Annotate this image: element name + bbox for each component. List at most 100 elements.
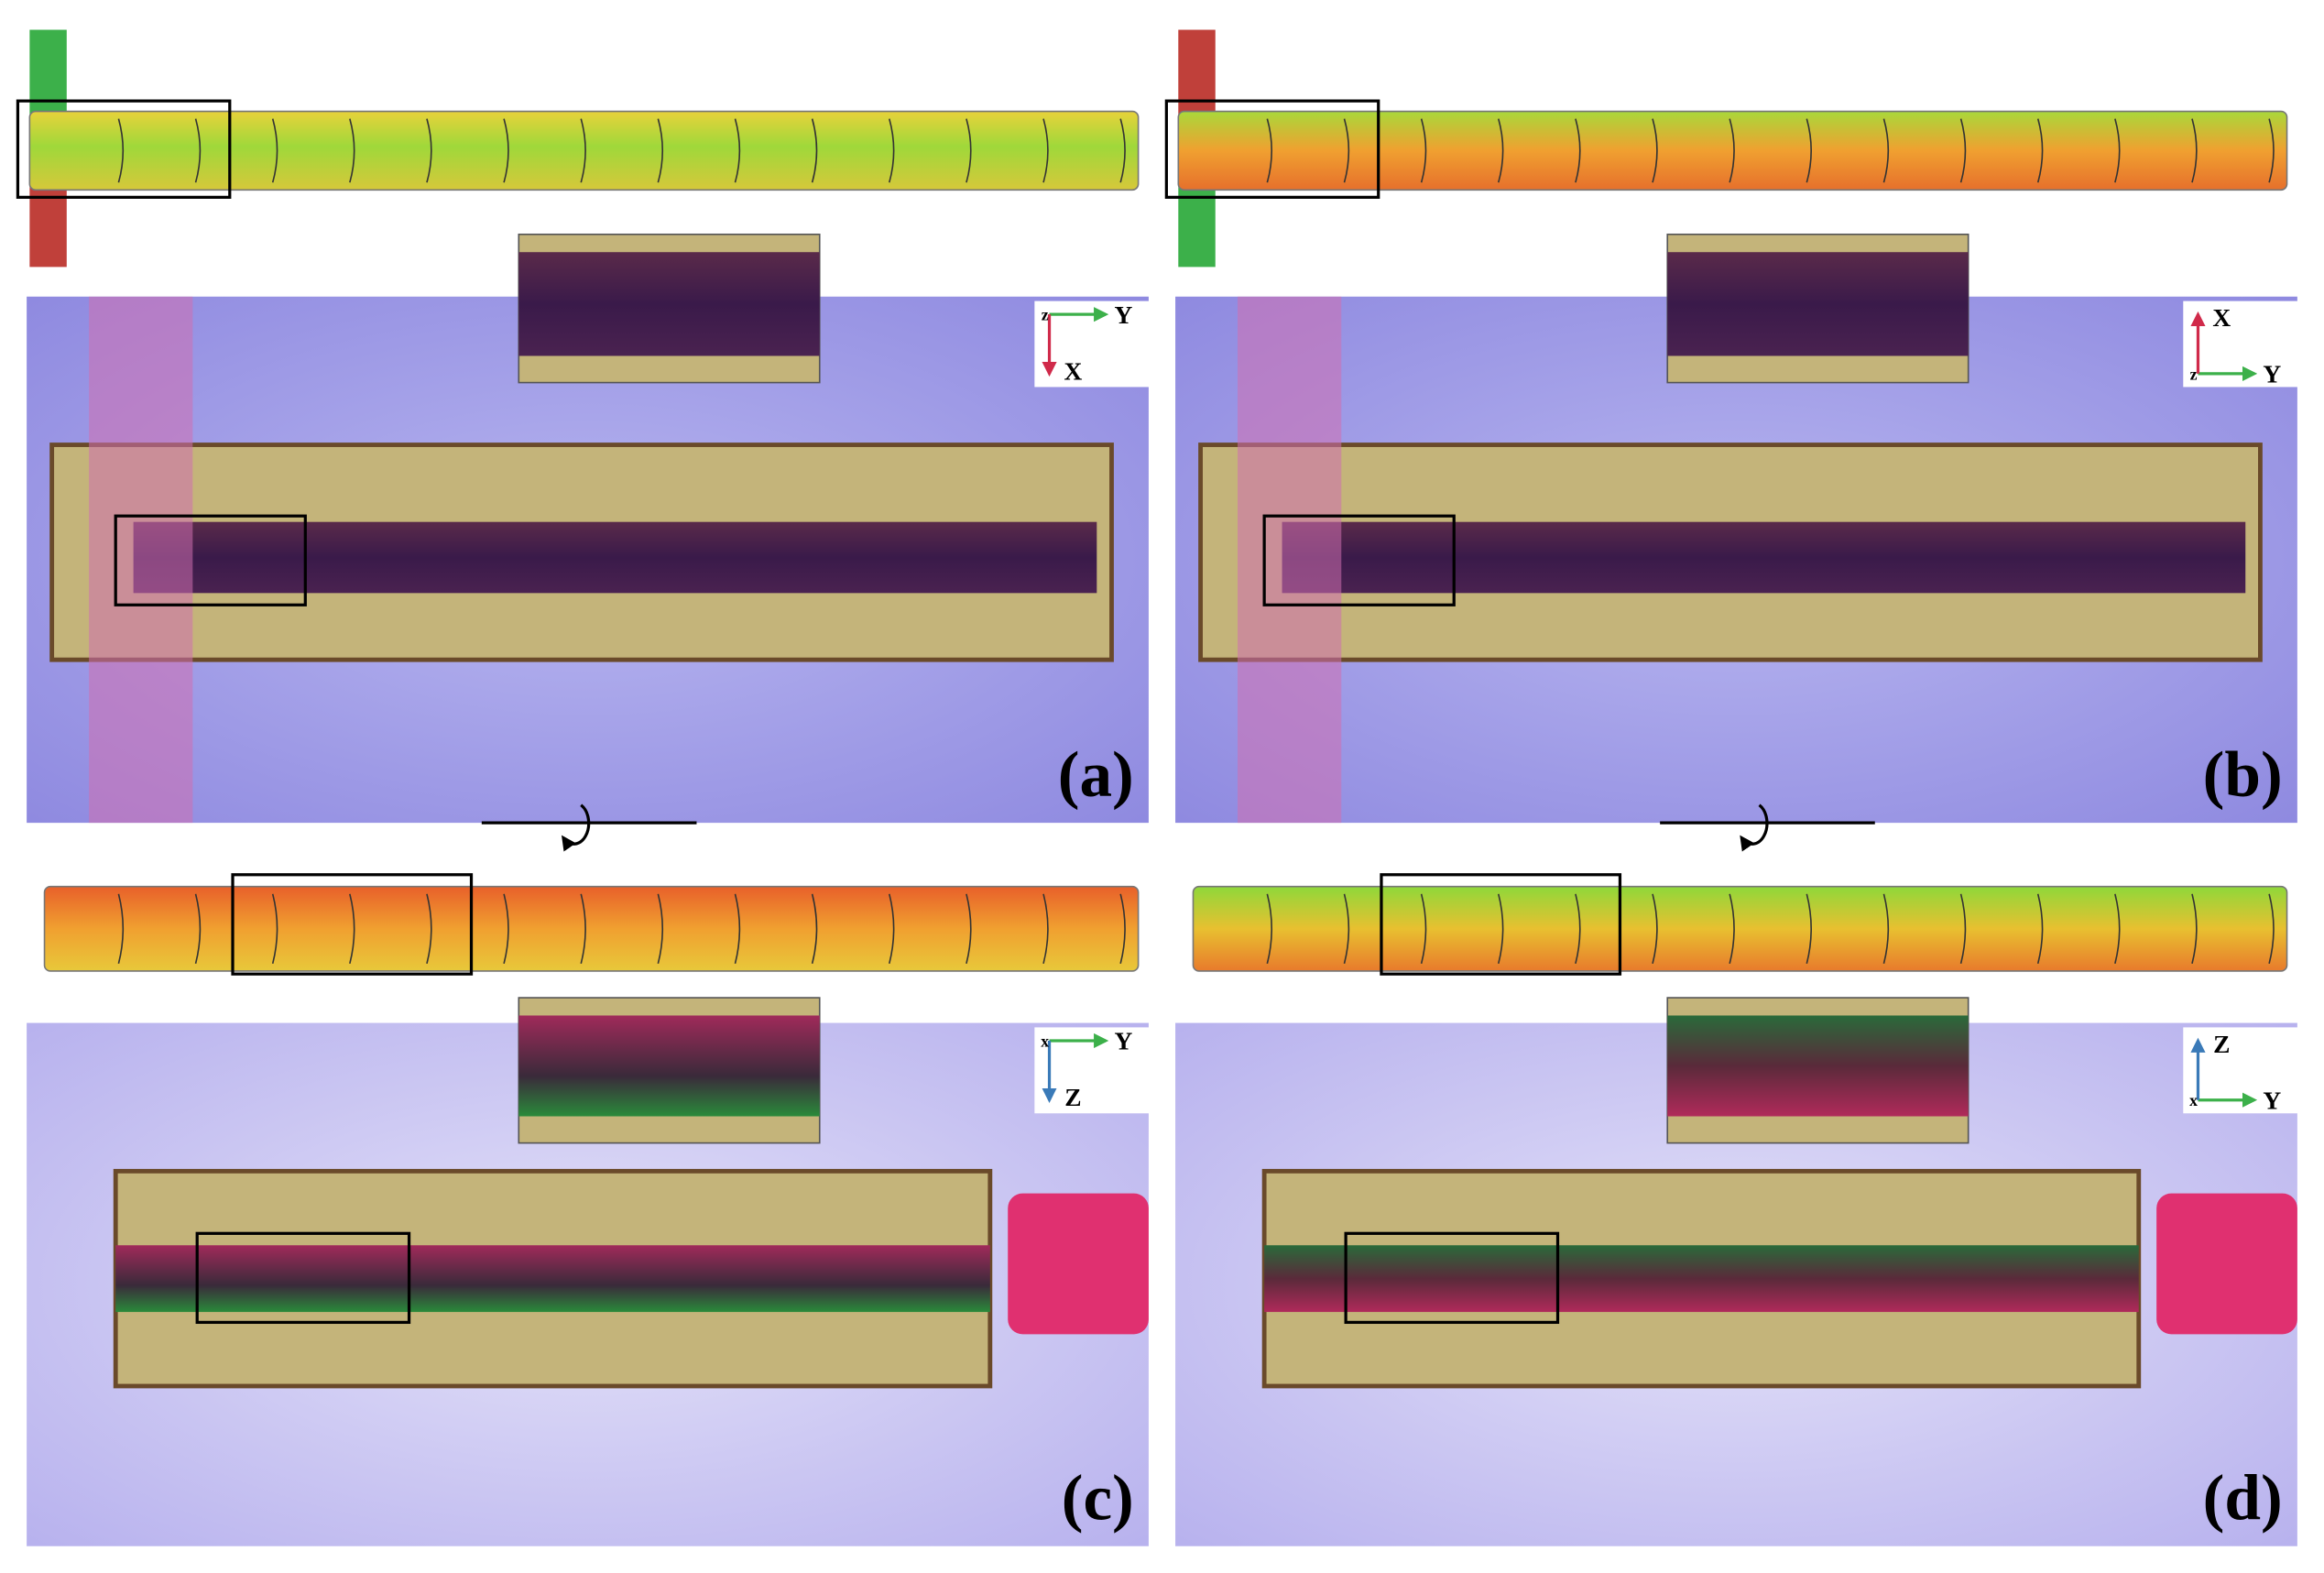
channel xyxy=(1264,1245,2139,1313)
inset-channel xyxy=(518,1015,820,1117)
groove xyxy=(2268,893,2275,965)
groove xyxy=(2191,893,2198,965)
simulation-strip xyxy=(43,885,1140,972)
groove xyxy=(889,118,895,183)
groove xyxy=(2036,118,2044,183)
axis-legend: x Y Z xyxy=(1034,1027,1151,1114)
groove xyxy=(2036,893,2044,965)
channel xyxy=(115,1245,990,1313)
inlet-tube xyxy=(1238,296,1342,824)
simulation-strip xyxy=(1177,110,2288,191)
groove xyxy=(117,118,125,183)
groove xyxy=(1420,118,1427,183)
groove xyxy=(1959,893,1967,965)
groove xyxy=(1119,893,1126,965)
groove xyxy=(1959,118,1967,183)
groove xyxy=(1119,118,1126,183)
zoom-box xyxy=(114,514,307,606)
groove xyxy=(1729,118,1735,183)
groove xyxy=(2114,893,2121,965)
groove xyxy=(2268,118,2275,183)
groove xyxy=(1806,893,1812,965)
groove xyxy=(889,893,895,965)
axis-label: Y xyxy=(1114,300,1132,329)
panel: z Y X (a) xyxy=(16,29,1151,824)
groove xyxy=(1266,118,1272,183)
axis-label: Z xyxy=(2213,1030,2230,1058)
axis-label: Y xyxy=(2263,360,2281,388)
groove xyxy=(349,118,355,183)
groove xyxy=(1729,893,1735,965)
outlet-tube xyxy=(2156,1193,2297,1335)
axis-label: X xyxy=(2212,303,2231,332)
panel: z Y X (b) xyxy=(1164,29,2299,824)
groove xyxy=(503,118,509,183)
axis-legend: x Y Z xyxy=(2183,1027,2299,1114)
groove xyxy=(426,118,432,183)
groove xyxy=(1882,893,1890,965)
groove xyxy=(1652,893,1658,965)
axis-origin: x xyxy=(2189,1091,2198,1109)
axis-origin: x xyxy=(1041,1032,1049,1050)
groove xyxy=(734,893,741,965)
groove xyxy=(271,893,278,965)
inset-channel xyxy=(1667,252,1969,356)
axis-label: Z xyxy=(1064,1083,1081,1111)
groove xyxy=(966,118,972,183)
groove xyxy=(1882,118,1890,183)
groove xyxy=(811,118,818,183)
groove xyxy=(580,118,586,183)
groove xyxy=(2114,118,2121,183)
panel-label: (d) xyxy=(2203,1463,2283,1535)
zoom-box xyxy=(1164,99,1380,199)
axis-label: X xyxy=(1064,356,1082,385)
groove xyxy=(503,893,509,965)
groove xyxy=(426,893,432,965)
panel-label: (a) xyxy=(1058,739,1134,811)
axis-origin: z xyxy=(2190,365,2198,383)
groove xyxy=(271,118,278,183)
axis-label: Y xyxy=(1114,1027,1132,1055)
groove xyxy=(1806,118,1812,183)
groove xyxy=(1266,893,1272,965)
simulation-strip xyxy=(1192,885,2288,972)
zoom-box xyxy=(1344,1231,1560,1325)
panel-label: (b) xyxy=(2203,739,2283,811)
groove xyxy=(1497,893,1504,965)
groove xyxy=(2191,118,2198,183)
axis-origin: z xyxy=(1042,306,1049,324)
zoom-box xyxy=(195,1231,411,1325)
outlet-tube xyxy=(1008,1193,1149,1335)
axis-legend: z Y X xyxy=(2183,300,2299,388)
groove xyxy=(657,893,663,965)
zoom-box xyxy=(1262,514,1456,606)
groove xyxy=(1420,893,1427,965)
groove xyxy=(349,893,355,965)
groove xyxy=(194,118,202,183)
panels: z Y X (a) z Y X (b) x Y Z (c) x Y Z (d) xyxy=(16,29,2299,1546)
zoom-box xyxy=(16,99,232,199)
groove xyxy=(1575,118,1581,183)
groove xyxy=(1652,118,1658,183)
groove xyxy=(811,893,818,965)
zoom-box xyxy=(1380,873,1622,976)
groove xyxy=(1498,118,1504,183)
groove xyxy=(734,118,741,183)
axis-legend: z Y X xyxy=(1034,300,1151,388)
groove xyxy=(966,893,972,965)
groove xyxy=(194,893,202,965)
axis-label: Y xyxy=(2263,1086,2281,1114)
inset-channel xyxy=(518,252,820,356)
inlet-tube xyxy=(89,296,193,824)
inset-channel xyxy=(1667,1015,1969,1117)
groove xyxy=(1343,893,1350,965)
groove xyxy=(657,118,663,183)
groove xyxy=(1575,893,1581,965)
channel xyxy=(1282,521,2246,594)
panel-label: (c) xyxy=(1062,1463,1134,1535)
groove xyxy=(1042,893,1049,965)
zoom-box xyxy=(231,873,474,976)
groove xyxy=(580,893,586,965)
rotation-symbol xyxy=(481,803,1875,852)
channel xyxy=(133,521,1097,594)
